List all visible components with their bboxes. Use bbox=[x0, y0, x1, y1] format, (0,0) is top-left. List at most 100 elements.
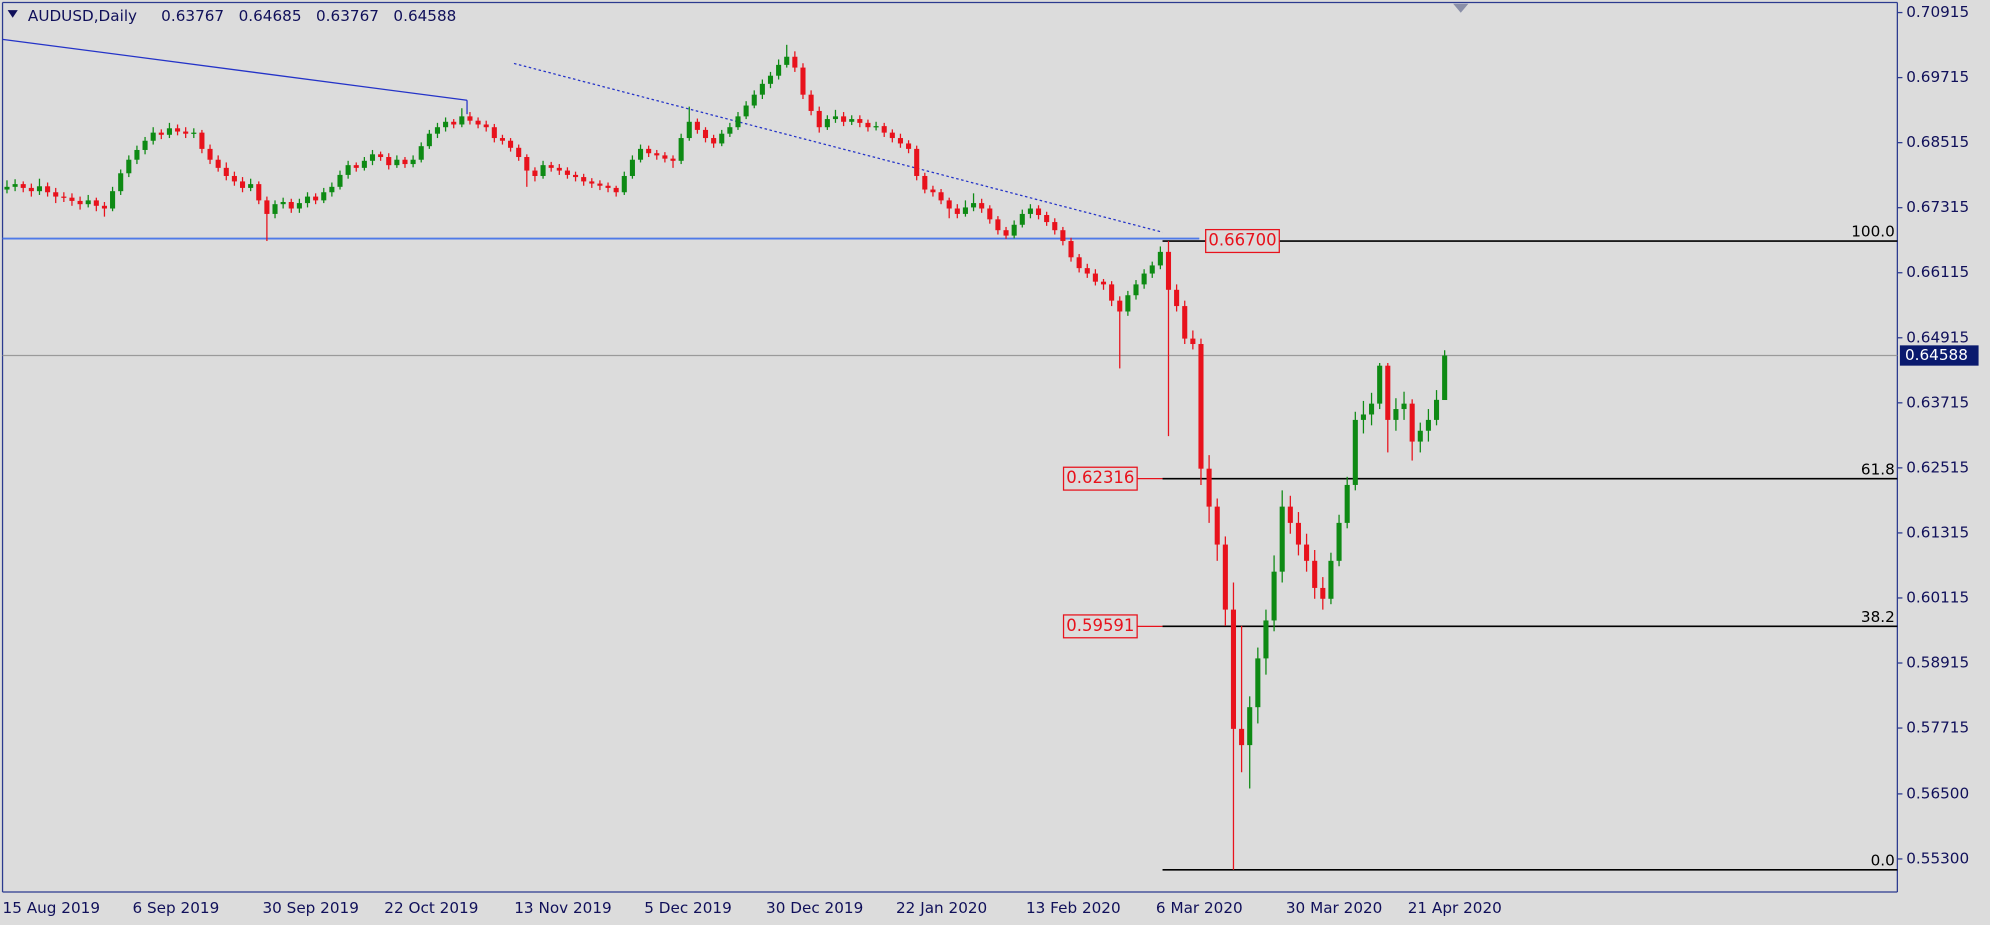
candle-body bbox=[426, 133, 432, 147]
candle-body bbox=[654, 153, 660, 156]
candle-body bbox=[1287, 506, 1293, 523]
candle-body bbox=[946, 200, 952, 209]
candle-body bbox=[938, 192, 944, 201]
candle-body bbox=[28, 187, 34, 192]
candle-body bbox=[808, 94, 814, 111]
y-tick-label: 0.57715 bbox=[1906, 719, 1969, 737]
candle-body bbox=[304, 196, 311, 204]
candle-body bbox=[1263, 620, 1269, 659]
shift-marker bbox=[1453, 3, 1469, 13]
candle-body bbox=[719, 133, 725, 144]
candle-body bbox=[889, 132, 895, 139]
x-tick-label: 6 Mar 2020 bbox=[1156, 899, 1243, 917]
candle-body bbox=[215, 159, 221, 168]
candle-body bbox=[256, 184, 262, 201]
candle-body bbox=[1100, 281, 1107, 285]
candle-body bbox=[759, 83, 765, 95]
candle-body bbox=[605, 185, 611, 188]
candle-body bbox=[4, 186, 10, 190]
candle-body bbox=[816, 110, 822, 128]
x-tick-label: 15 Aug 2019 bbox=[3, 899, 101, 917]
candle-body bbox=[191, 132, 197, 134]
y-tick-label: 0.66115 bbox=[1906, 263, 1969, 281]
y-tick-label: 0.64915 bbox=[1906, 328, 1969, 346]
candle-body bbox=[873, 126, 879, 128]
candle-body bbox=[1076, 257, 1082, 269]
header-high: 0.64685 bbox=[239, 7, 302, 25]
candle-body bbox=[1255, 658, 1261, 708]
candle-body bbox=[1385, 365, 1391, 420]
candle-body bbox=[1149, 265, 1155, 274]
candle-body bbox=[1271, 571, 1277, 621]
price-label: 0.62316 bbox=[1066, 468, 1134, 487]
x-tick-label: 30 Sep 2019 bbox=[262, 899, 358, 917]
candle-body bbox=[1133, 284, 1139, 296]
candle-body bbox=[548, 165, 554, 168]
candle-body bbox=[386, 157, 392, 166]
candle-body bbox=[77, 200, 83, 205]
candle-body bbox=[702, 129, 709, 139]
trend-line-dotted bbox=[513, 62, 1163, 233]
candle-body bbox=[914, 148, 920, 176]
candle-body bbox=[1190, 338, 1196, 345]
candle-body bbox=[922, 175, 928, 190]
candle-body bbox=[597, 183, 603, 186]
candle-body bbox=[995, 219, 1001, 231]
last-price-box bbox=[1899, 345, 1979, 366]
candle-body bbox=[126, 159, 132, 174]
candle-body bbox=[394, 159, 400, 166]
candle-body bbox=[1011, 224, 1017, 236]
candle-body bbox=[711, 138, 717, 144]
fib-level-label: 100.0 bbox=[1851, 223, 1895, 241]
candle-body bbox=[475, 120, 481, 125]
candle-body bbox=[1279, 506, 1285, 572]
candle-body bbox=[776, 64, 782, 76]
candle-body bbox=[1117, 300, 1123, 312]
candle-body bbox=[491, 127, 497, 139]
candle-body bbox=[564, 170, 570, 175]
candle-body bbox=[248, 184, 254, 188]
candle-body bbox=[841, 116, 847, 122]
candle-body bbox=[954, 208, 960, 214]
candle-body bbox=[1206, 468, 1212, 507]
candle-body bbox=[45, 186, 51, 193]
candle-body bbox=[199, 132, 205, 149]
y-tick-label: 0.69715 bbox=[1906, 68, 1969, 86]
candle-body bbox=[1044, 215, 1050, 223]
price-label: 0.59591 bbox=[1066, 616, 1134, 635]
trend-line bbox=[2, 38, 468, 101]
candle-body bbox=[183, 131, 189, 134]
candle-body bbox=[1027, 208, 1033, 214]
candle-body bbox=[158, 132, 164, 135]
candle-body bbox=[1360, 414, 1366, 420]
fib-level-label: 0.0 bbox=[1871, 851, 1895, 869]
candle-body bbox=[1304, 544, 1310, 561]
candle-body bbox=[451, 121, 457, 125]
candle-body bbox=[231, 175, 237, 182]
candle-body bbox=[321, 192, 327, 201]
candle-body bbox=[1214, 506, 1220, 545]
candle-body bbox=[670, 158, 676, 161]
candle-body bbox=[1141, 273, 1147, 285]
x-tick-label: 6 Sep 2019 bbox=[132, 899, 219, 917]
candle-body bbox=[402, 159, 408, 165]
candle-body bbox=[1320, 587, 1326, 599]
candle-body bbox=[1125, 295, 1131, 312]
y-tick-label: 0.60115 bbox=[1906, 588, 1969, 606]
candle-body bbox=[662, 155, 668, 159]
candle-body bbox=[1295, 522, 1301, 545]
candle-body bbox=[694, 121, 700, 130]
candle-body bbox=[207, 148, 213, 160]
candle-body bbox=[499, 138, 505, 141]
candle-body bbox=[313, 196, 319, 201]
candle-body bbox=[524, 157, 530, 171]
fib-level-label: 38.2 bbox=[1861, 608, 1895, 626]
candle-body bbox=[1425, 419, 1431, 431]
candle-body bbox=[1052, 222, 1058, 231]
candle-body bbox=[1174, 289, 1180, 307]
candle-body bbox=[621, 175, 627, 193]
candle-body bbox=[175, 128, 181, 132]
candle-body bbox=[824, 119, 830, 128]
